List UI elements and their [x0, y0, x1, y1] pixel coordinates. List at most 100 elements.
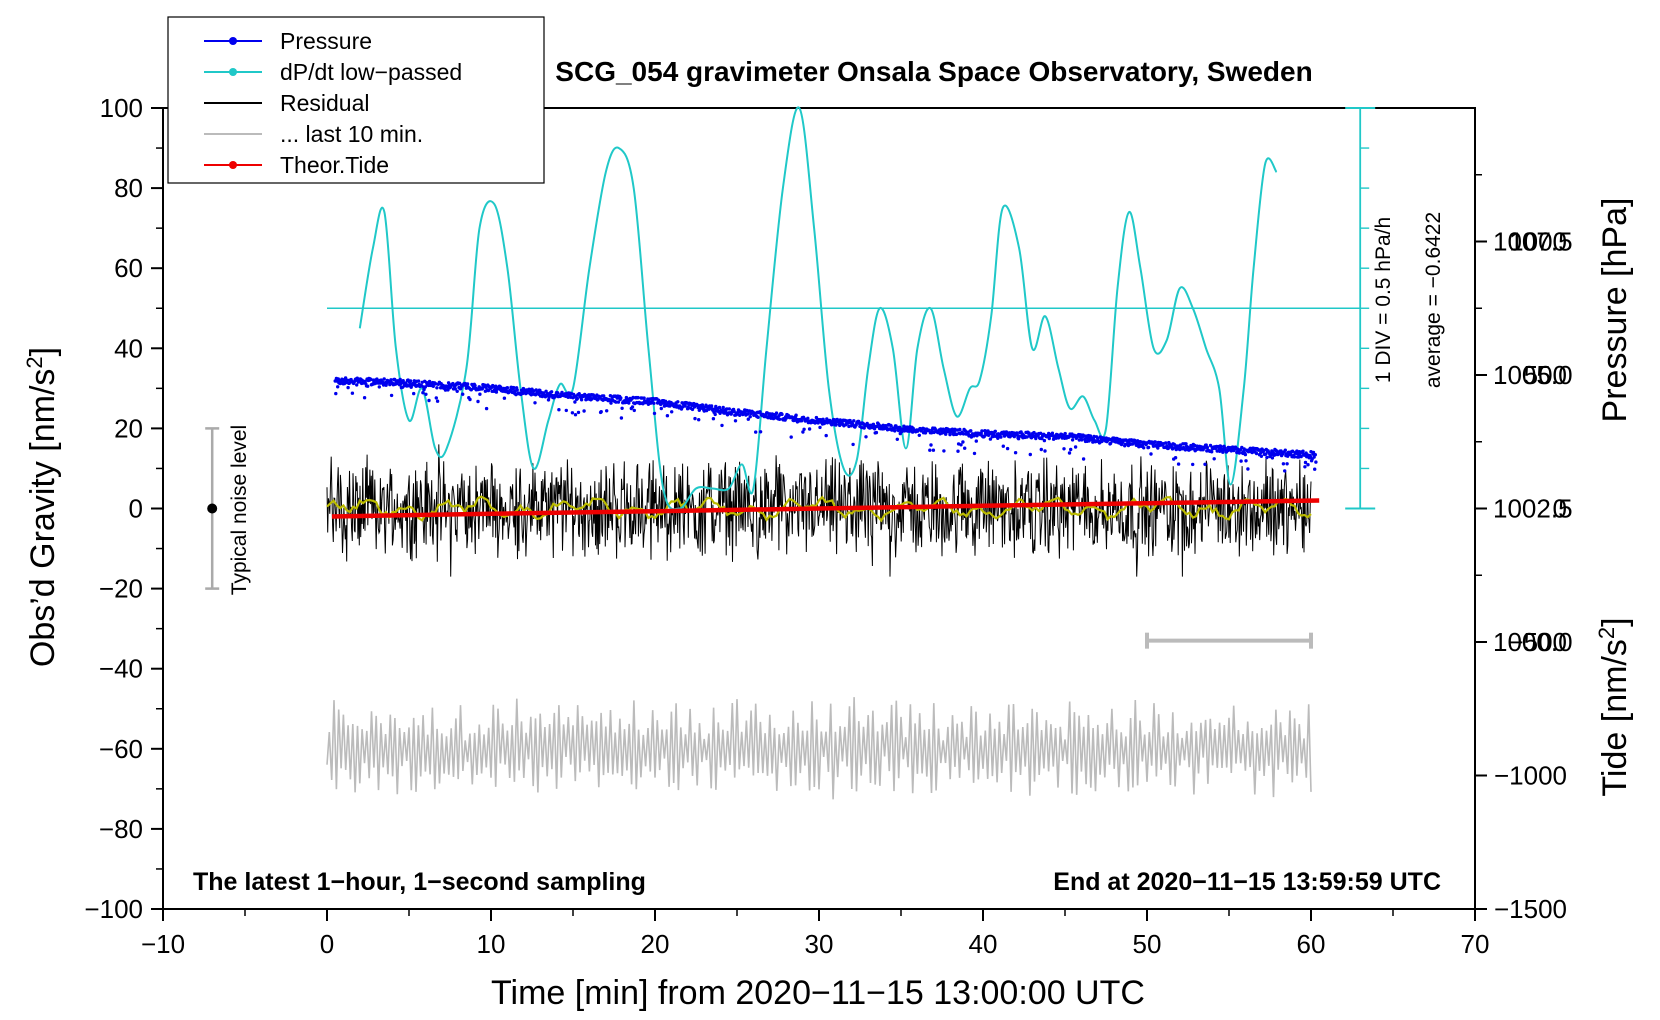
y-tick-label: 80 [114, 173, 143, 203]
pressure-point [871, 422, 876, 426]
pressure-point [1149, 452, 1153, 456]
pressure-point [1005, 446, 1010, 451]
pressure-point [801, 430, 805, 434]
pressure-point [334, 391, 338, 396]
pressure-point [1303, 460, 1308, 465]
pressure-point [806, 416, 810, 420]
last-10-min-line [326, 697, 1312, 800]
x-tick-label: 10 [477, 929, 506, 959]
pressure-point [802, 427, 806, 431]
pressure-point [704, 408, 709, 413]
dpdt-div-axis [1345, 107, 1376, 510]
pressure-tick-label: 1002.5 [1493, 494, 1573, 524]
pressure-point [557, 408, 561, 412]
pressure-point [1039, 431, 1043, 435]
y-tick-label: 20 [114, 413, 143, 443]
pressure-series [333, 376, 1318, 473]
pressure-point [619, 416, 624, 420]
pressure-point [963, 446, 967, 450]
pressure-point [576, 410, 581, 415]
pressure-point [898, 425, 902, 430]
dpdt-line [358, 106, 1278, 511]
y-axis-title-tide: Tide [nm/s2] [1594, 617, 1634, 796]
legend-label: ... last 10 min. [280, 121, 423, 147]
y-axis-title-left-sup: 2 [22, 356, 47, 368]
end-time-note: End at 2020−11−15 13:59:59 UTC [1053, 868, 1441, 896]
x-tick-label: 30 [805, 929, 834, 959]
pressure-point [733, 419, 738, 423]
residual-smoothed-series [326, 495, 1312, 523]
pressure-point [1080, 438, 1084, 442]
tide-tick-label: 500 [1524, 360, 1567, 390]
pressure-point [468, 397, 472, 402]
pressure-point [1047, 436, 1052, 441]
y-tick-label: −60 [99, 734, 143, 764]
pressure-point [959, 443, 963, 447]
pressure-point [860, 425, 864, 430]
pressure-point [893, 429, 897, 433]
pressure-point [1281, 462, 1286, 466]
pressure-point [389, 378, 393, 382]
pressure-point [564, 408, 568, 413]
y-tick-label: 100 [100, 93, 143, 123]
pressure-point [389, 393, 394, 398]
x-tick-label: 20 [641, 929, 670, 959]
pressure-point [969, 429, 973, 433]
y-axis-title-tide-tail: ] [1596, 617, 1634, 626]
sampling-note: The latest 1−hour, 1−second sampling [193, 868, 646, 896]
x-tick-label: 50 [1133, 929, 1162, 959]
pressure-point [434, 382, 438, 386]
pressure-point [942, 449, 946, 453]
pressure-point [573, 400, 577, 404]
pressure-point [1259, 454, 1264, 458]
pressure-point [1027, 431, 1031, 435]
pressure-point [727, 407, 731, 411]
pressure-point [659, 406, 663, 411]
y-axis-title-pressure: Pressure [hPa] [1596, 198, 1634, 423]
pressure-point [575, 396, 579, 401]
pressure-point [1173, 456, 1178, 460]
pressure-point [1290, 449, 1295, 453]
pressure-point [944, 432, 948, 436]
pressure-point [1285, 462, 1289, 466]
pressure-point [800, 419, 804, 423]
pressure-point [1210, 450, 1214, 454]
pressure-point [1175, 444, 1179, 448]
pressure-point [1221, 450, 1225, 454]
pressure-tick-label: 1005.0 [1493, 360, 1573, 390]
pressure-point [961, 440, 965, 444]
pressure-point [834, 423, 838, 427]
pressure-point [774, 411, 779, 415]
pressure-point [824, 433, 828, 438]
pressure-point [1067, 451, 1072, 455]
pressure-point [720, 423, 724, 428]
pressure-point [1042, 438, 1047, 443]
y-tick-label: 40 [114, 333, 143, 363]
pressure-point [961, 432, 966, 436]
pressure-point [713, 412, 717, 417]
pressure-point [355, 383, 359, 387]
pressure-point [1073, 445, 1078, 449]
legend-box [167, 16, 545, 184]
pressure-point [1212, 457, 1216, 461]
pressure-point [852, 419, 856, 423]
y-tick-label: 0 [129, 494, 143, 524]
pressure-point [1172, 442, 1177, 447]
pressure-point [982, 434, 986, 439]
pressure-point [408, 379, 413, 383]
pressure-point [1254, 451, 1259, 456]
pressure-point [818, 425, 822, 430]
residual-series [326, 444, 1312, 577]
pressure-point [1108, 441, 1113, 446]
pressure-point [435, 399, 440, 403]
pressure-point [1191, 462, 1195, 467]
pressure-point [1156, 446, 1160, 450]
legend-swatch-dot [229, 37, 237, 45]
pressure-point [1246, 467, 1250, 471]
pressure-point [754, 430, 758, 434]
pressure-point [1244, 459, 1248, 463]
pressure-point [777, 417, 782, 421]
pressure-axis-ticks: 1000.0 1002.5 1005.0 1007.5 [1475, 174, 1573, 657]
y-tick-label: −20 [99, 574, 143, 604]
pressure-point [864, 435, 868, 439]
